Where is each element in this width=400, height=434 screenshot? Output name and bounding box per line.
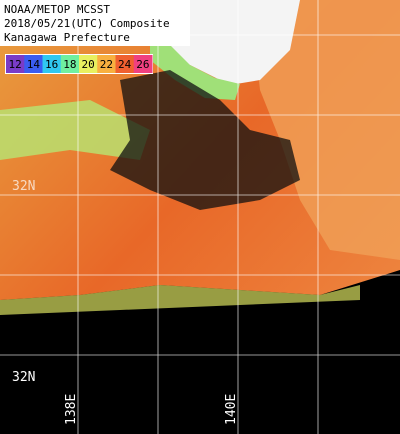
legend-swatch xyxy=(115,55,135,73)
lat-label: 32N xyxy=(12,370,35,385)
coast xyxy=(150,20,240,100)
header-line: 2018/05/21(UTC) Composite xyxy=(4,17,170,30)
header-line: NOAA/METOP MCSST xyxy=(4,3,110,16)
legend-label: 24 xyxy=(118,58,132,71)
legend-label: 26 xyxy=(136,58,149,71)
lon-label: 138E xyxy=(64,394,79,425)
legend-label: 20 xyxy=(82,58,95,71)
legend-label: 12 xyxy=(9,58,22,71)
lat-label: 32N xyxy=(12,179,35,194)
legend-swatch xyxy=(24,55,43,73)
legend-label: 16 xyxy=(45,58,58,71)
legend-swatch xyxy=(6,55,25,73)
cloud-mask xyxy=(110,70,300,210)
legend-swatch xyxy=(42,55,62,73)
front xyxy=(0,285,360,315)
legend-label: 14 xyxy=(27,58,41,71)
lon-label: 140E xyxy=(224,394,239,425)
legend-swatch xyxy=(97,55,116,73)
no-data xyxy=(0,270,400,434)
legend-swatch xyxy=(60,55,80,73)
legend-label: 22 xyxy=(100,58,113,71)
header-line: Kanagawa Prefecture xyxy=(4,31,130,44)
legend-swatch xyxy=(79,55,98,73)
legend-swatch xyxy=(133,55,153,73)
legend-label: 18 xyxy=(63,58,76,71)
legend: 12 14 16 18 20 22 24 26 xyxy=(5,54,153,74)
header-box xyxy=(0,0,190,46)
